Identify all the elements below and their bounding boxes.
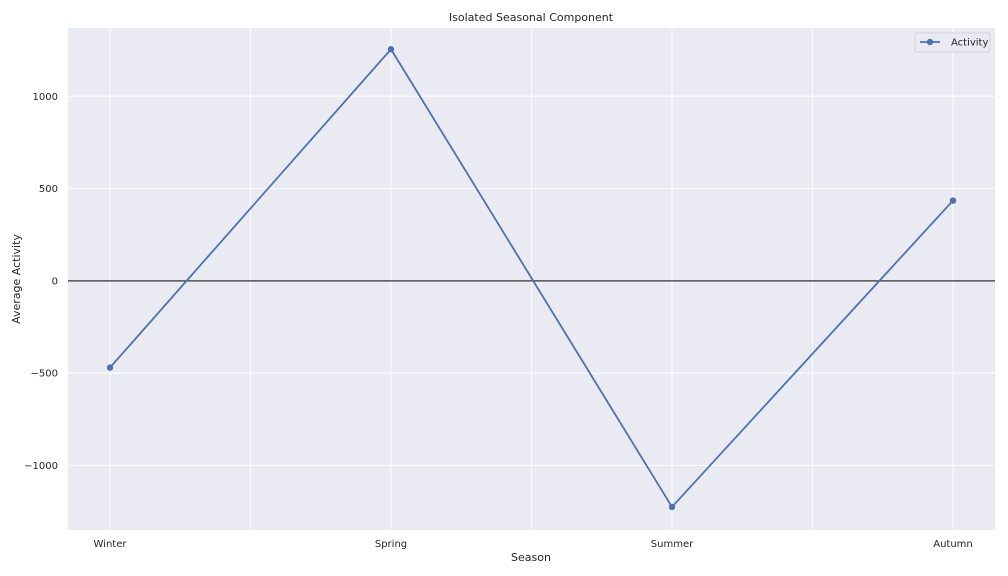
x-tick-labels: Winter Spring Summer Autumn [94, 539, 973, 550]
x-tick-label: Spring [375, 539, 407, 550]
y-tick-label: −500 [31, 369, 58, 380]
legend-marker [926, 38, 934, 46]
x-axis-label: Season [511, 551, 551, 564]
data-point [668, 503, 676, 511]
data-point [106, 364, 114, 371]
x-tick-label: Winter [94, 539, 128, 550]
x-tick-label: Summer [651, 539, 694, 550]
legend-box [914, 32, 991, 53]
x-tick-label: Autumn [933, 539, 973, 550]
legend-label: Activity [951, 38, 988, 49]
y-tick-label: 0 [52, 276, 58, 287]
legend: Activity [914, 32, 991, 53]
series-group [106, 46, 957, 511]
y-tick-label: 500 [39, 184, 58, 195]
chart-title: Isolated Seasonal Component [449, 11, 614, 24]
y-tick-label: −1000 [24, 461, 58, 472]
series-line [109, 48, 954, 508]
data-point [949, 197, 957, 204]
y-axis-label: Average Activity [10, 234, 23, 324]
y-tick-labels: −1000 −500 0 500 1000 [24, 92, 58, 472]
data-point [387, 46, 395, 53]
y-tick-label: 1000 [33, 92, 58, 103]
